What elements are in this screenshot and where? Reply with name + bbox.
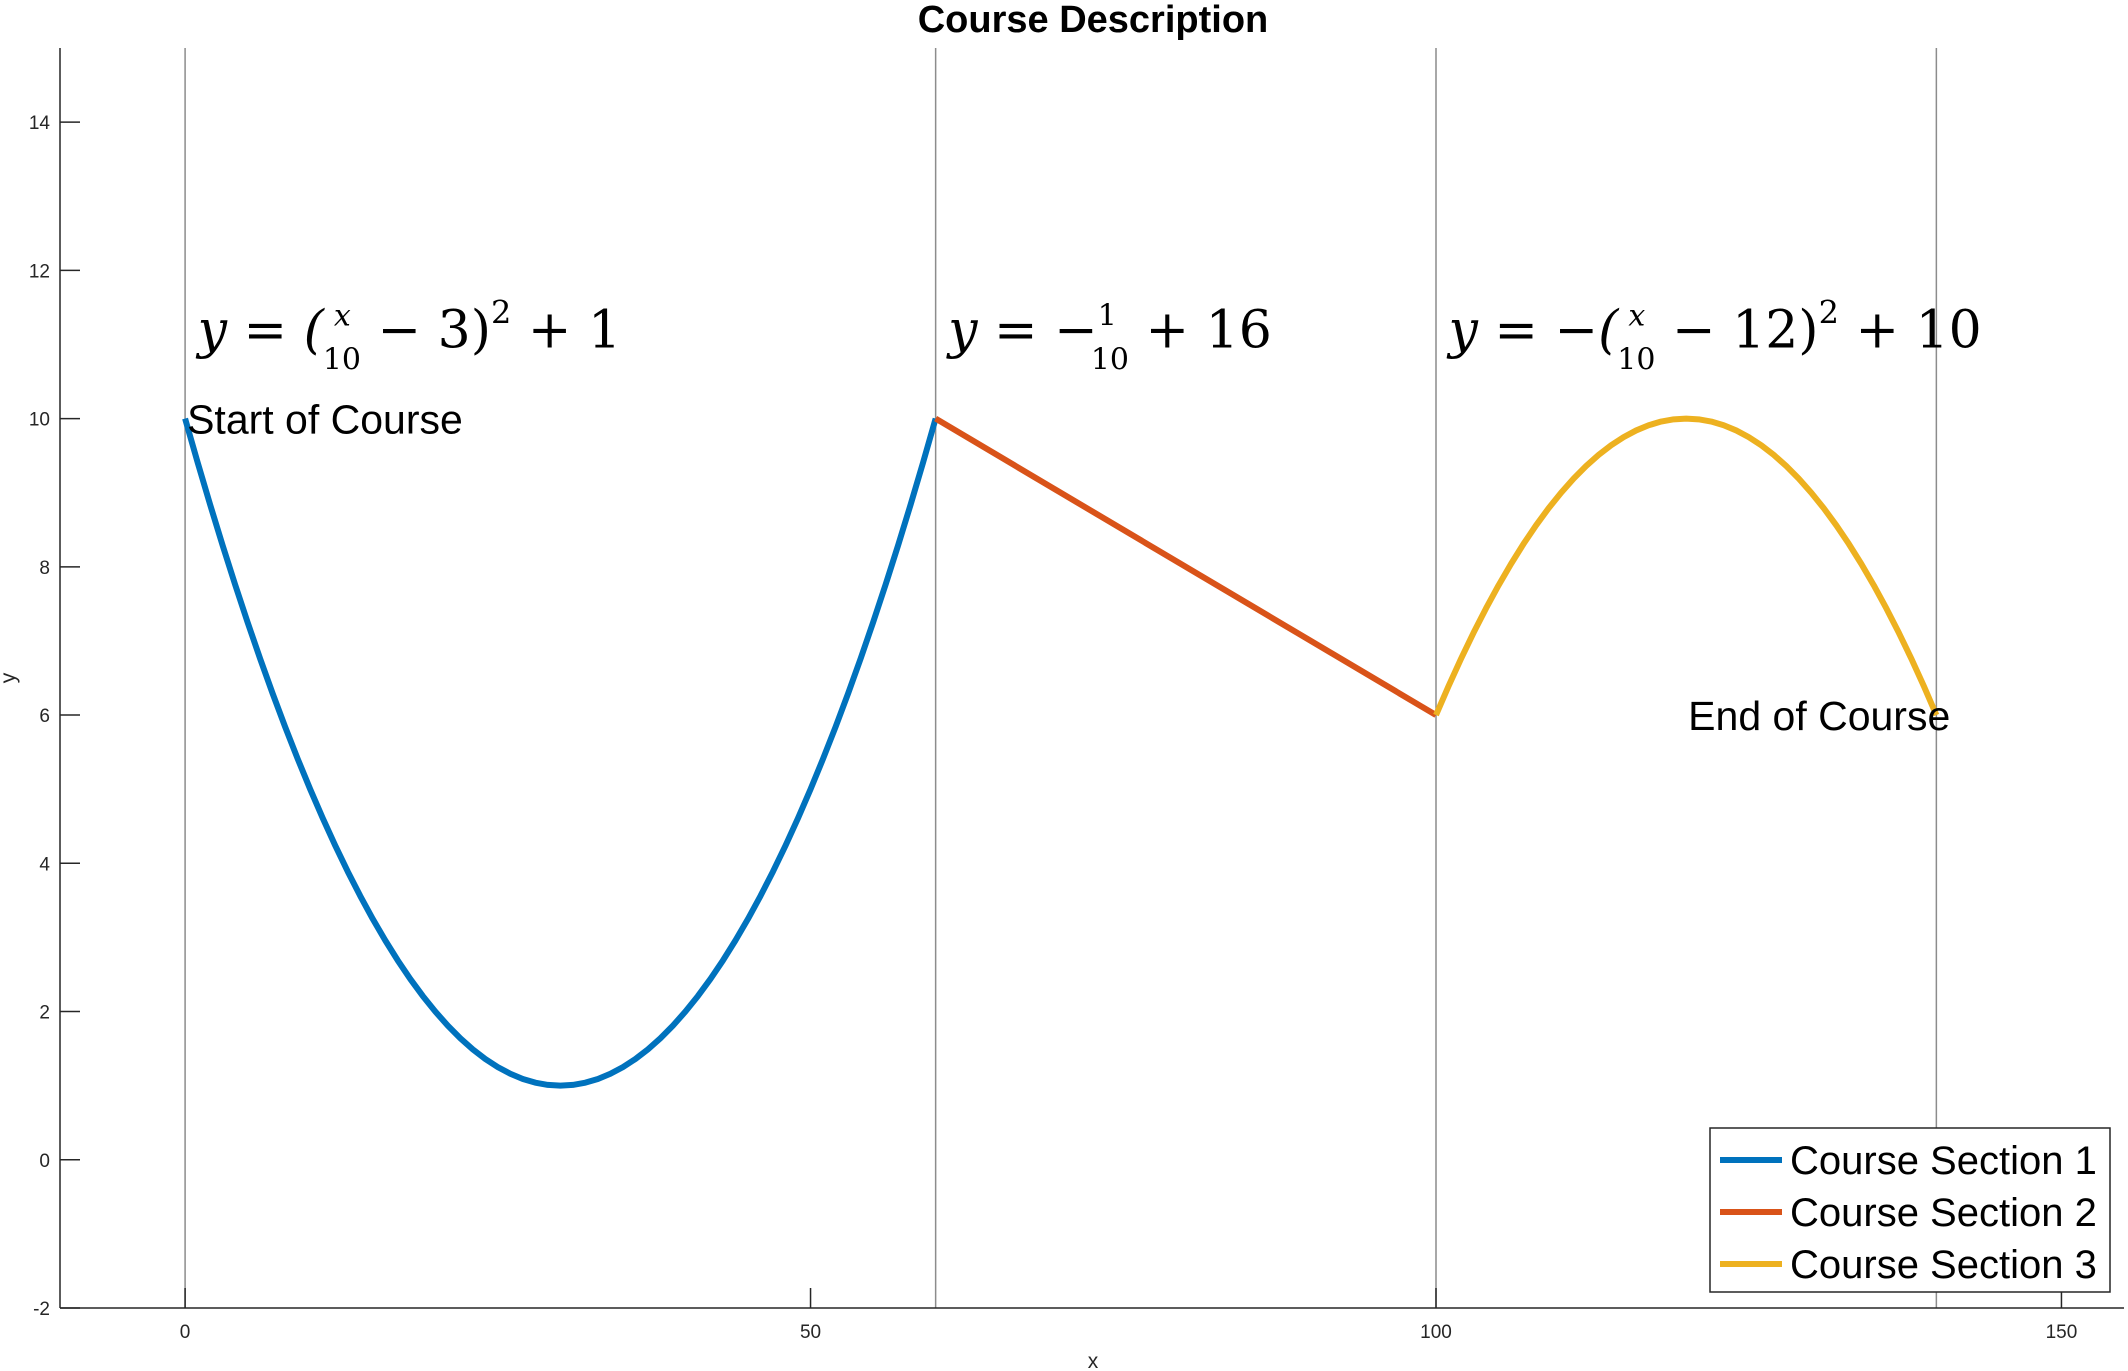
- fraction-numerator: x: [1628, 298, 1645, 333]
- equation-text: + 10: [1839, 300, 1982, 360]
- y-tick-label: -2: [33, 1299, 50, 1320]
- y-tick-label: 2: [39, 1003, 50, 1024]
- equation-text: − 12): [1655, 300, 1818, 360]
- y-axis-title: y: [0, 672, 20, 683]
- fraction-numerator: 1: [1098, 298, 1117, 333]
- x-axis-title: x: [1088, 1350, 1099, 1371]
- legend: Course Section 1 Course Section 2 Course S…: [1709, 1127, 2111, 1293]
- y-tick-label: 10: [29, 410, 50, 431]
- equation-section-2: y = −1 10 + 16: [946, 298, 1272, 377]
- chart-title: Course Description: [918, 0, 1269, 41]
- section-boundaries: [184, 48, 1938, 1308]
- equation-text: y = (: [196, 300, 326, 360]
- legend-label-section-1: Course Section 1: [1790, 1139, 2097, 1183]
- x-tick-label: 0: [180, 1322, 191, 1343]
- equation-text: y = −: [946, 300, 1098, 360]
- end-of-course-label: End of Course: [1688, 693, 1950, 739]
- equation-text: − 3): [361, 300, 491, 360]
- equation-text: + 1: [511, 300, 621, 360]
- fraction-denominator: 10: [323, 342, 361, 377]
- fraction-denominator: 10: [1091, 342, 1129, 377]
- equation-text: y = −(: [1447, 300, 1621, 360]
- x-tick-label: 150: [2046, 1322, 2078, 1343]
- y-tick-label: 14: [29, 113, 51, 134]
- equation-exponent: 2: [491, 293, 511, 331]
- legend-label-section-2: Course Section 2: [1790, 1191, 2097, 1235]
- fraction-numerator: x: [334, 298, 351, 333]
- start-of-course-label: Start of Course: [187, 397, 463, 443]
- equation-section-3: y = −(x 10 − 12)2 + 10: [1447, 293, 1982, 377]
- x-tick-label: 100: [1420, 1322, 1452, 1343]
- series-line-section-1: [182, 417, 939, 1089]
- legend-label-section-3: Course Section 3: [1790, 1243, 2097, 1287]
- y-tick-label: 0: [39, 1151, 50, 1172]
- y-tick-label: 8: [39, 558, 50, 579]
- equation-exponent: 2: [1819, 293, 1839, 331]
- equation-section-1: y = (x 10 − 3)2 + 1: [196, 293, 621, 377]
- y-tick-label: 4: [39, 854, 50, 875]
- y-tick-label: 6: [39, 706, 50, 727]
- series-group: [182, 415, 1940, 1089]
- series-line-section-3: [1433, 415, 1940, 717]
- x-tick-label: 50: [800, 1322, 821, 1343]
- y-tick-label: 12: [29, 261, 50, 282]
- series-line-section-2: [934, 416, 1438, 718]
- equation-text: + 16: [1129, 300, 1272, 360]
- fraction-denominator: 10: [1617, 342, 1655, 377]
